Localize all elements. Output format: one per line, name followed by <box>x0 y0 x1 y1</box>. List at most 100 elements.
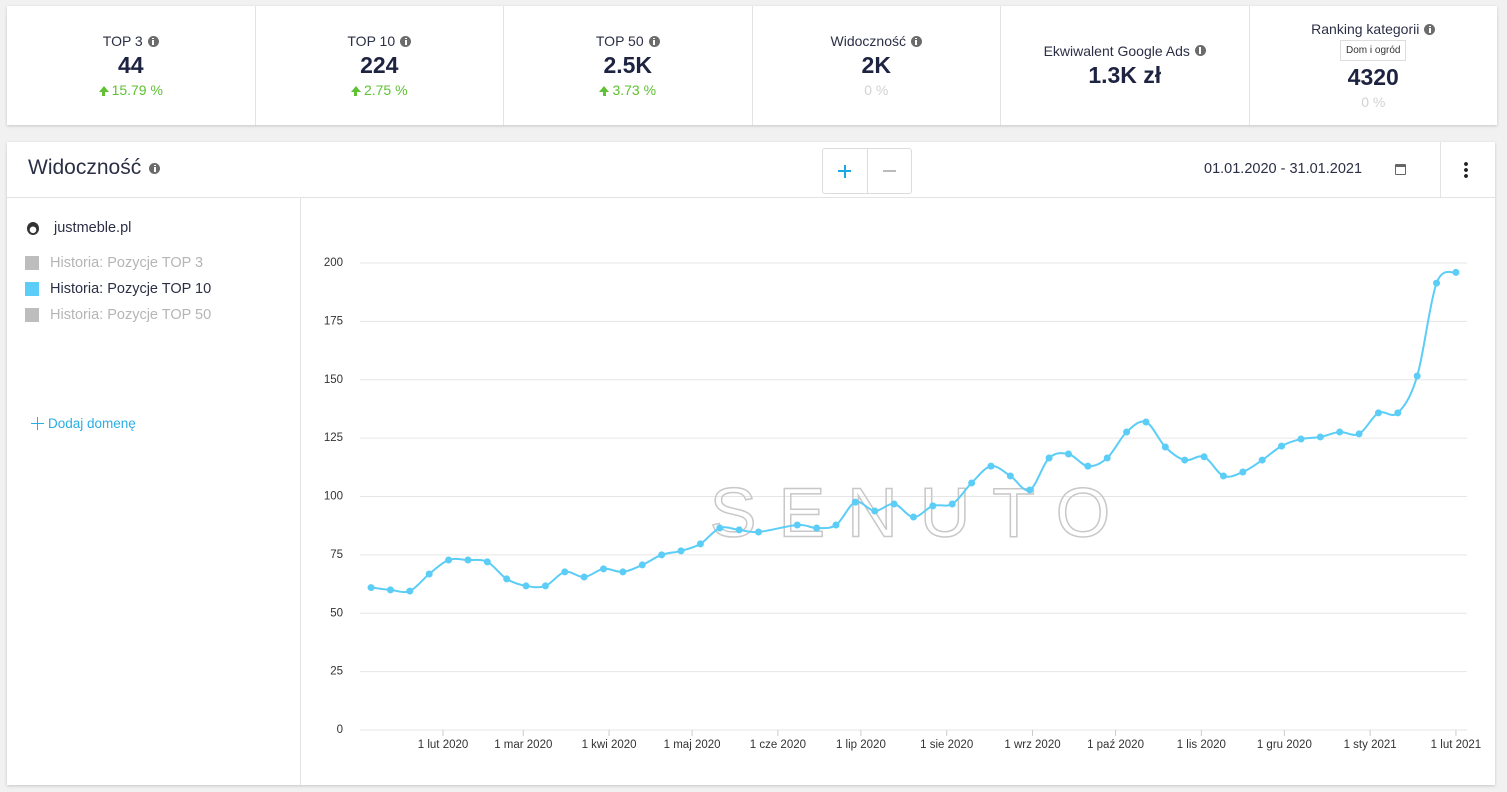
y-tick-label: 175 <box>324 315 343 327</box>
kpi-card: TOP 3 44 15.79 % <box>7 6 256 125</box>
point <box>406 587 414 595</box>
kpi-heading: TOP 50 <box>596 33 660 49</box>
kpi-label: TOP 3 <box>102 33 143 49</box>
kpi-change-value: 15.79 % <box>111 82 163 98</box>
visibility-panel: Widoczność 01.01.2020 - 31.01.2021 justm… <box>7 142 1495 785</box>
point <box>1026 486 1034 494</box>
point <box>716 524 724 532</box>
y-tick-label: 25 <box>330 666 343 678</box>
panel-title: Widoczność <box>28 156 142 179</box>
point <box>793 521 801 529</box>
point <box>658 551 666 559</box>
kpi-change: 15.79 % <box>98 82 163 98</box>
x-tick-label: 1 gru 2020 <box>1257 739 1312 751</box>
y-tick-label: 100 <box>324 491 343 503</box>
point <box>696 540 704 548</box>
point <box>813 524 821 532</box>
x-tick-label: 1 kwi 2020 <box>582 739 637 751</box>
info-icon[interactable] <box>400 35 412 47</box>
chart: 0 25 50 75 100 125 150 175 200 1 lut 2020 1 mar 20… <box>324 257 1482 751</box>
kpi-label: TOP 10 <box>347 33 396 49</box>
date-range[interactable]: 01.01.2020 - 31.01.2021 <box>1204 161 1363 177</box>
legend-swatch <box>25 256 39 270</box>
point <box>1374 409 1382 417</box>
point <box>1045 454 1053 462</box>
menu-button[interactable] <box>1464 161 1468 179</box>
info-icon[interactable] <box>1424 23 1436 35</box>
kpi-card: Ekwiwalent Google Ads 1.3K zł <box>1001 6 1250 125</box>
point <box>1181 456 1189 464</box>
x-tick-label: 1 lut 2020 <box>418 739 469 751</box>
series-toggle[interactable]: Historia: Pozycje TOP 10 <box>25 281 211 297</box>
category-badge: Dom i ogród <box>1340 40 1407 61</box>
point <box>638 561 646 569</box>
kpi-value: 4320 <box>1347 64 1399 90</box>
kpi-change-value: 2.75 % <box>363 82 408 98</box>
kpi-heading: TOP 10 <box>347 33 412 49</box>
point <box>445 556 453 564</box>
kpi-card: TOP 50 2.5K 3.73 % <box>504 6 753 125</box>
point <box>1103 454 1111 462</box>
series-toggle[interactable]: Historia: Pozycje TOP 50 <box>25 307 211 323</box>
point <box>503 575 511 583</box>
legend-label: Historia: Pozycje TOP 3 <box>50 255 204 271</box>
kpi-change: 3.73 % <box>599 82 656 98</box>
point <box>1336 428 1344 436</box>
info-icon[interactable] <box>910 35 922 47</box>
y-tick-label: 0 <box>337 724 343 736</box>
zoom-in-button[interactable] <box>823 149 868 193</box>
info-icon[interactable] <box>147 35 159 47</box>
favicon <box>27 222 39 235</box>
legend-label: Historia: Pozycje TOP 10 <box>50 281 212 297</box>
point <box>580 573 588 581</box>
kpi-card: TOP 10 224 2.75 % <box>256 6 504 125</box>
minus-icon <box>882 170 896 172</box>
y-tick-label: 50 <box>330 607 343 619</box>
domain-name: justmeble.pl <box>54 220 132 236</box>
x-tick-label: 1 lip 2020 <box>836 739 886 751</box>
y-tick-label: 75 <box>330 549 343 561</box>
point <box>1258 456 1266 464</box>
point <box>483 558 491 566</box>
point <box>522 582 530 590</box>
point <box>464 556 472 564</box>
up-arrow <box>350 86 361 96</box>
x-tick-label: 1 cze 2020 <box>750 739 806 751</box>
point <box>1297 435 1305 443</box>
point <box>1219 472 1227 480</box>
calendar-icon[interactable] <box>1395 164 1406 175</box>
point <box>677 547 685 555</box>
point <box>1316 433 1324 441</box>
kpi-value: 1.3K zł <box>1088 61 1162 88</box>
series-toggle[interactable]: Historia: Pozycje TOP 3 <box>25 255 203 271</box>
x-tick-label: 1 sie 2020 <box>920 739 973 751</box>
point <box>910 513 917 521</box>
point <box>367 584 375 592</box>
point <box>1433 279 1441 287</box>
kpi-value: 2.5K <box>603 52 653 78</box>
info-icon[interactable] <box>1194 45 1206 56</box>
x-tick-label: 1 lis 2020 <box>1177 739 1226 751</box>
zoom-out-button[interactable] <box>868 149 912 193</box>
add-domain-button[interactable]: Dodaj domenę <box>31 416 136 431</box>
y-tick-label: 150 <box>324 374 343 386</box>
info-icon[interactable] <box>648 35 660 47</box>
point <box>425 570 433 578</box>
legend-swatch <box>25 308 39 322</box>
kpi-heading: Widoczność <box>831 33 922 49</box>
up-arrow <box>599 86 610 96</box>
kpi-value: 224 <box>360 52 399 78</box>
x-tick-label: 1 lut 2021 <box>1431 739 1482 751</box>
x-tick-label: 1 sty 2021 <box>1344 739 1397 751</box>
info-icon[interactable] <box>149 162 161 174</box>
zoom-controls <box>822 148 912 194</box>
point <box>890 500 898 508</box>
point <box>1064 450 1072 458</box>
plus-icon-bar <box>843 164 846 178</box>
x-tick-label: 1 paź 2020 <box>1087 739 1144 751</box>
x-tick-label: 1 wrz 2020 <box>1004 739 1060 751</box>
y-tick-label: 125 <box>324 432 343 444</box>
point <box>1452 268 1460 276</box>
kpi-value: 2K <box>861 52 891 78</box>
